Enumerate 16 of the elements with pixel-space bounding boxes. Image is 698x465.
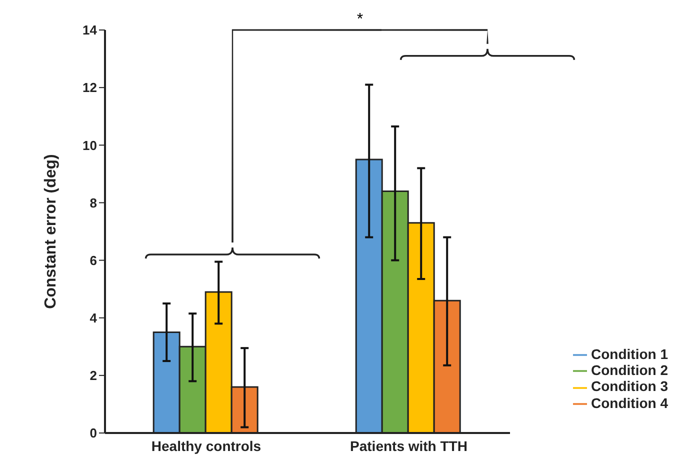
legend-label: Condition 3	[591, 378, 668, 394]
y-tick-label: 0	[90, 426, 97, 441]
y-tick-label: 2	[90, 368, 97, 384]
legend-label: Condition 4	[591, 394, 668, 411]
x-tick-label: Healthy controls	[151, 438, 262, 454]
y-tick-label: 6	[90, 252, 97, 268]
legend-label: Condition 2	[591, 362, 668, 378]
y-axis-title: Constant error (deg)	[42, 154, 60, 309]
y-tick-label: 10	[82, 138, 97, 153]
x-tick-label: Patients with TTH	[350, 438, 468, 454]
y-tick-label: 4	[90, 310, 98, 326]
legend-label: Condition 1	[591, 346, 668, 362]
y-tick-label: 12	[82, 80, 97, 96]
y-tick-label: 14	[82, 22, 98, 38]
text: *	[356, 11, 364, 28]
y-tick-label: 8	[90, 195, 97, 210]
